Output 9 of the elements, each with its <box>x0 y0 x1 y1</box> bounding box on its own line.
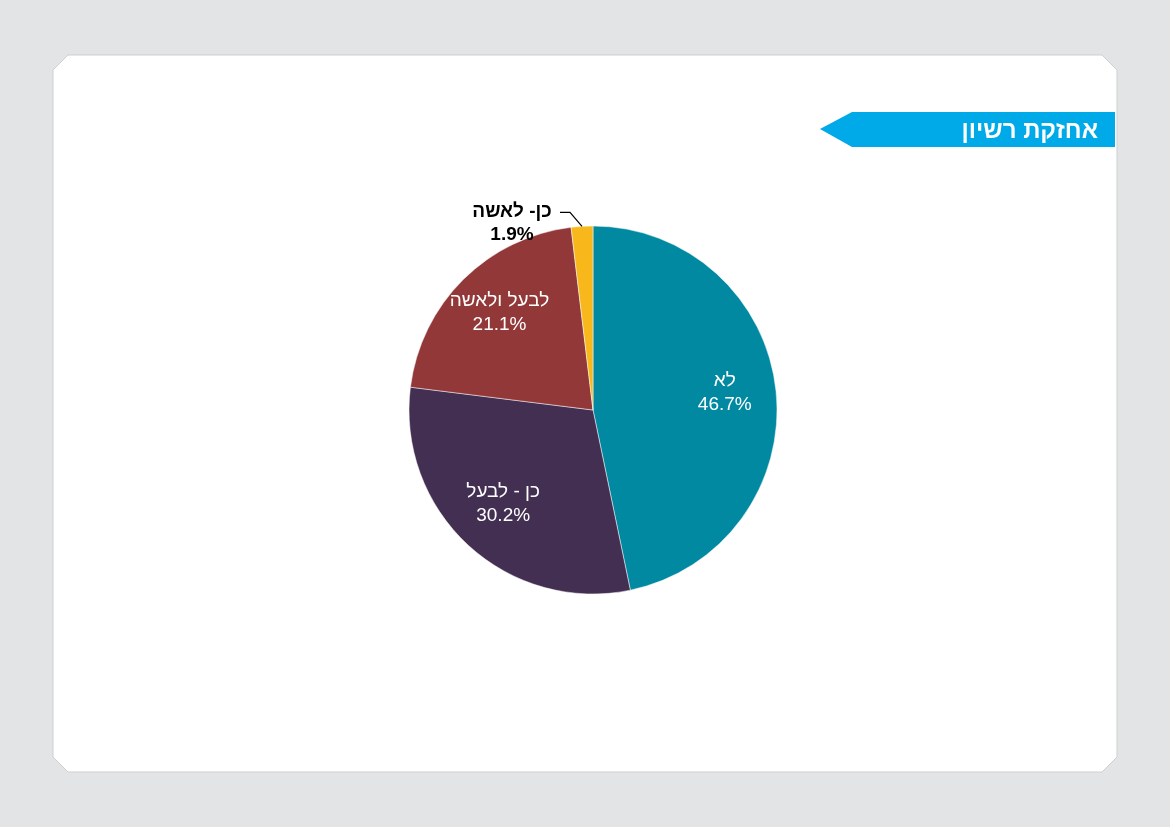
slice-label: לבעל ולאשה <box>449 289 550 311</box>
slice-label: לא <box>713 369 736 391</box>
data-label: 21.1% <box>472 313 527 335</box>
text: אחזקת רשיון <box>961 116 1098 143</box>
data-label: 30.2% <box>476 504 531 526</box>
slice-label: כן - לבעל <box>466 480 540 502</box>
data-label: 46.7% <box>697 393 752 415</box>
data-label: 1.9% <box>490 223 534 245</box>
slice-label: כן- לאשה <box>472 200 552 222</box>
